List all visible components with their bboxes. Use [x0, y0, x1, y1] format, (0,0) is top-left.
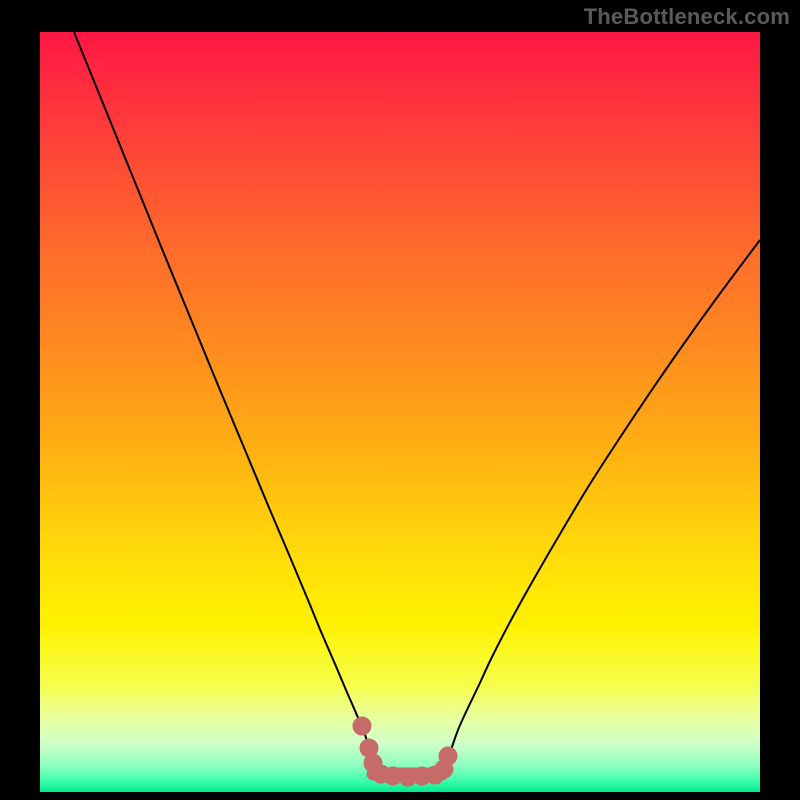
marker-dot — [439, 747, 457, 765]
watermark-text: TheBottleneck.com — [584, 4, 790, 30]
plot-area — [40, 32, 760, 792]
bottleneck-curve-path — [74, 32, 760, 776]
bottleneck-curve-svg — [40, 32, 760, 792]
marker-dot — [353, 717, 371, 735]
